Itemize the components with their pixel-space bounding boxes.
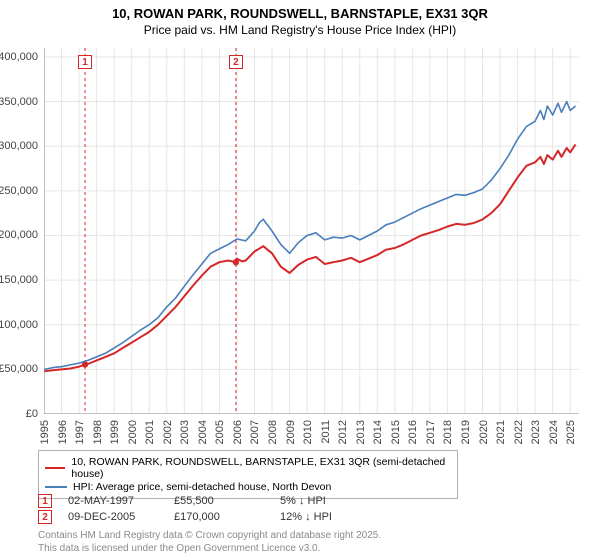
- x-tick-label: 2013: [355, 420, 367, 444]
- title-block: 10, ROWAN PARK, ROUNDSWELL, BARNSTAPLE, …: [0, 0, 600, 37]
- sale-row: 1 02-MAY-1997 £55,500 5% ↓ HPI: [38, 494, 578, 508]
- x-tick-label: 1999: [109, 420, 121, 444]
- x-tick-label: 2008: [267, 420, 279, 444]
- x-tick-label: 2003: [179, 420, 191, 444]
- x-tick-label: 2000: [127, 420, 139, 444]
- x-tick-label: 2025: [565, 420, 577, 444]
- sale-row-marker: 2: [38, 510, 52, 524]
- x-axis-labels: 1995199619971998199920002001200220032004…: [44, 416, 579, 452]
- x-tick-label: 1995: [39, 420, 51, 444]
- chart-container: 10, ROWAN PARK, ROUNDSWELL, BARNSTAPLE, …: [0, 0, 600, 560]
- x-tick-label: 2024: [548, 420, 560, 444]
- y-tick-label: £100,000: [0, 319, 38, 331]
- sale-delta: 5% ↓ HPI: [280, 495, 370, 507]
- sale-price: £170,000: [174, 511, 264, 523]
- title-line2: Price paid vs. HM Land Registry's House …: [0, 23, 600, 37]
- sale-row-marker: 1: [38, 494, 52, 508]
- x-tick-label: 2016: [407, 420, 419, 444]
- legend-item: 10, ROWAN PARK, ROUNDSWELL, BARNSTAPLE, …: [45, 456, 451, 480]
- x-tick-label: 2001: [144, 420, 156, 444]
- x-tick-label: 2014: [372, 420, 384, 444]
- legend-swatch: [45, 467, 65, 469]
- sale-price: £55,500: [174, 495, 264, 507]
- y-tick-label: £200,000: [0, 229, 38, 241]
- x-tick-label: 1996: [57, 420, 69, 444]
- sale-date: 09-DEC-2005: [68, 511, 158, 523]
- chart-plot-area: 12: [44, 48, 579, 414]
- x-tick-label: 1998: [92, 420, 104, 444]
- x-tick-label: 2021: [495, 420, 507, 444]
- x-tick-label: 2019: [460, 420, 472, 444]
- x-tick-label: 2004: [197, 420, 209, 444]
- legend-swatch: [45, 486, 67, 488]
- y-tick-label: £0: [26, 408, 38, 420]
- x-tick-label: 2002: [162, 420, 174, 444]
- x-tick-label: 2017: [425, 420, 437, 444]
- y-axis-labels: £0£50,000£100,000£150,000£200,000£250,00…: [0, 48, 42, 414]
- x-tick-label: 2015: [390, 420, 402, 444]
- x-tick-label: 2011: [320, 420, 332, 444]
- y-tick-label: £50,000: [0, 363, 38, 375]
- title-line1: 10, ROWAN PARK, ROUNDSWELL, BARNSTAPLE, …: [0, 6, 600, 21]
- x-tick-label: 2006: [232, 420, 244, 444]
- sale-delta: 12% ↓ HPI: [280, 511, 370, 523]
- chart-svg: [44, 48, 579, 414]
- sale-row: 2 09-DEC-2005 £170,000 12% ↓ HPI: [38, 510, 578, 524]
- x-tick-label: 2010: [302, 420, 314, 444]
- sale-marker-1: 1: [78, 55, 92, 69]
- x-tick-label: 1997: [74, 420, 86, 444]
- x-tick-label: 2012: [337, 420, 349, 444]
- x-tick-label: 2007: [249, 420, 261, 444]
- x-tick-label: 2009: [285, 420, 297, 444]
- x-tick-label: 2005: [214, 420, 226, 444]
- legend-label: 10, ROWAN PARK, ROUNDSWELL, BARNSTAPLE, …: [71, 456, 451, 480]
- sale-date: 02-MAY-1997: [68, 495, 158, 507]
- attribution-line1: Contains HM Land Registry data © Crown c…: [38, 530, 578, 543]
- y-tick-label: £150,000: [0, 274, 38, 286]
- attribution: Contains HM Land Registry data © Crown c…: [38, 530, 578, 555]
- x-tick-label: 2020: [478, 420, 490, 444]
- y-tick-label: £350,000: [0, 96, 38, 108]
- x-tick-label: 2018: [442, 420, 454, 444]
- y-tick-label: £300,000: [0, 140, 38, 152]
- attribution-line2: This data is licensed under the Open Gov…: [38, 543, 578, 556]
- y-tick-label: £250,000: [0, 185, 38, 197]
- sales-table: 1 02-MAY-1997 £55,500 5% ↓ HPI 2 09-DEC-2005 £…: [38, 492, 578, 526]
- x-tick-label: 2022: [513, 420, 525, 444]
- sale-marker-2: 2: [229, 55, 243, 69]
- x-tick-label: 2023: [530, 420, 542, 444]
- y-tick-label: £400,000: [0, 51, 38, 63]
